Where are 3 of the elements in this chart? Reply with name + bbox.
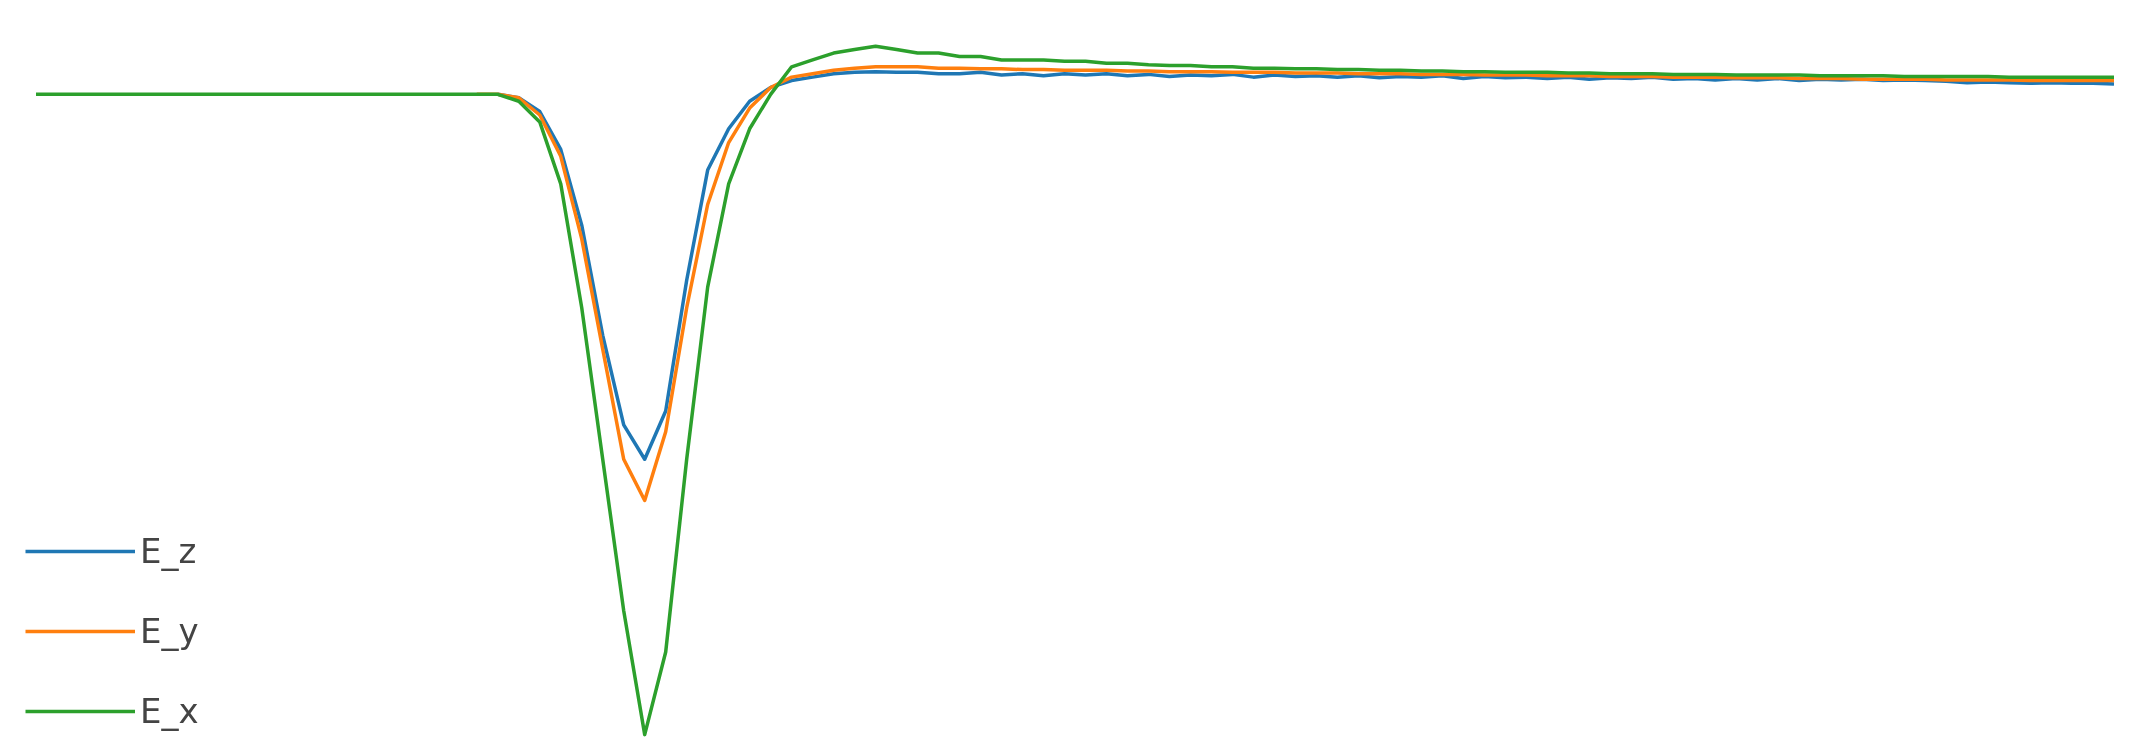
legend-label: E_x: [140, 690, 199, 733]
legend-label: E_z: [140, 530, 197, 573]
legend-label: E_y: [140, 610, 199, 653]
